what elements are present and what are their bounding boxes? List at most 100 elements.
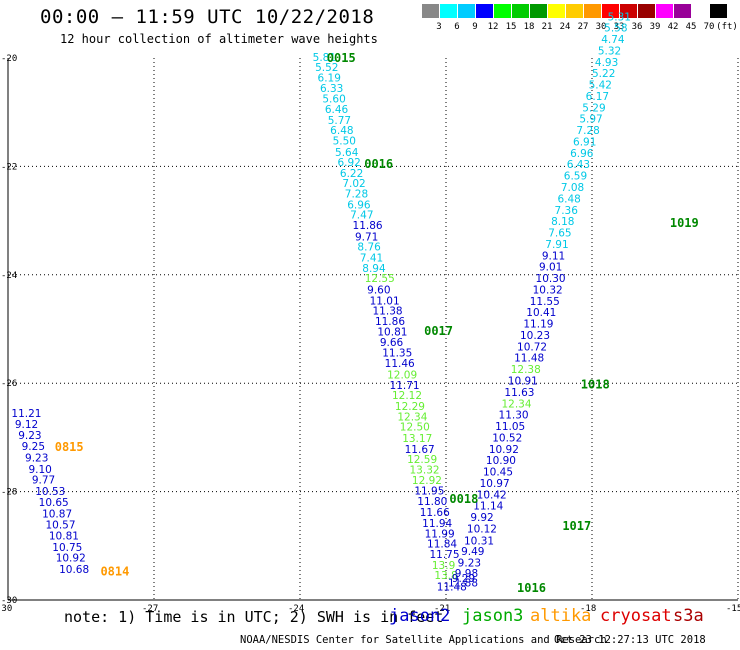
wave-height-label: 10.90	[486, 455, 516, 467]
page-subtitle: 12 hour collection of altimeter wave hei…	[60, 32, 378, 46]
wave-height-label: 10.92	[56, 553, 86, 565]
wave-height-label: 11.48	[437, 581, 467, 593]
wave-height-label: 11.14	[473, 501, 503, 513]
color-scale-label: 6	[454, 22, 460, 32]
wave-height-label: 12.50	[400, 422, 430, 434]
wave-height-label: 10.45	[483, 467, 513, 479]
wave-height-label: 10.91	[508, 375, 538, 387]
wave-height-label: 4.93	[595, 57, 618, 69]
legend-jason3: jason3	[462, 606, 524, 626]
wave-height-label: 10.65	[39, 497, 69, 509]
wave-height-label: 7.91	[545, 239, 568, 251]
data-marks: 5.815.526.196.335.606.465.776.485.505.64…	[11, 11, 698, 595]
wave-height-label: 10.30	[536, 273, 566, 285]
color-swatch	[494, 4, 511, 18]
wave-height-label: 9.23	[18, 430, 41, 442]
pass-time-label: 0018	[449, 492, 478, 506]
x-tick-label: -18	[580, 604, 596, 614]
wave-height-label: 8.94	[362, 263, 386, 275]
wave-height-label: 6.22	[340, 168, 363, 180]
y-tick-label: -28	[1, 488, 17, 498]
wave-height-label: 10.87	[42, 508, 72, 520]
wave-height-label: 11.84	[427, 539, 457, 551]
wave-height-label: 11.88	[448, 578, 478, 590]
wave-height-label: 6.43	[567, 159, 590, 171]
wave-height-label: 12.92	[412, 475, 442, 487]
color-scale-label: 70	[703, 22, 715, 32]
wave-height-label: 7.41	[360, 252, 383, 264]
wave-height-label: 12.12	[392, 390, 422, 402]
y-tick-label: -24	[1, 271, 17, 281]
wave-height-label: 11.35	[382, 347, 412, 359]
wave-height-label: 11.99	[425, 528, 455, 540]
x-tick-label: -24	[288, 604, 304, 614]
color-swatch	[566, 4, 583, 18]
wave-height-label: 4.74	[601, 34, 625, 46]
wave-height-label: 8.18	[551, 216, 574, 228]
wave-height-label: 10.42	[477, 489, 507, 501]
wave-height-label: 10.97	[480, 478, 510, 490]
wave-height-label: 10.41	[526, 307, 556, 319]
color-scale-label: 21	[541, 22, 553, 32]
credit-text: NOAA/NESDIS Center for Satellite Applica…	[240, 634, 607, 646]
color-swatch	[548, 4, 565, 18]
wave-height-label: 7.47	[350, 210, 373, 222]
wave-height-label: 10.75	[52, 542, 82, 554]
wave-height-label: 5.31	[608, 11, 631, 23]
wave-height-label: 6.33	[320, 83, 343, 95]
wave-height-label: 7.28	[345, 189, 368, 201]
wave-height-label: 13.32	[410, 464, 440, 476]
color-scale-label: 30	[595, 22, 607, 32]
wave-height-label: 11.75	[429, 549, 459, 561]
y-tick-label: -20	[1, 54, 17, 64]
wave-height-label: 6.48	[557, 193, 580, 205]
color-swatch	[602, 4, 619, 18]
color-swatch	[674, 4, 691, 18]
wave-height-label: 7.08	[561, 182, 584, 194]
wave-height-label: 11.48	[514, 353, 544, 365]
wave-height-label: 5.64	[335, 147, 359, 159]
wave-height-label: 10.68	[59, 564, 89, 576]
wave-height-label: 9.60	[367, 284, 390, 296]
color-scale-label: 45	[685, 22, 697, 32]
color-swatch	[530, 4, 547, 18]
pass-time-label: 0015	[327, 51, 356, 65]
color-scale-label: 36	[631, 22, 643, 32]
wave-height-label: 11.71	[390, 380, 420, 392]
wave-height-label: 5.97	[579, 114, 602, 126]
color-swatch	[638, 4, 655, 18]
color-scale-label: 15	[505, 22, 517, 32]
wave-height-label: 11.94	[422, 518, 452, 530]
y-tick-label: -22	[1, 162, 17, 172]
timestamp-text: Oct 23 12:27:13 UTC 2018	[554, 634, 706, 646]
plot-grid	[7, 58, 739, 601]
wave-height-label: 9.92	[470, 512, 493, 524]
wave-height-label: 12.55	[365, 273, 395, 285]
color-swatch	[458, 4, 475, 18]
color-scale-label: 27	[577, 22, 589, 32]
wave-height-label: 13.9	[432, 560, 455, 572]
wave-height-label: 8.76	[357, 242, 381, 254]
wave-height-label: 9.77	[32, 475, 55, 487]
wave-height-label: 6.96	[570, 148, 594, 160]
wave-height-label: 6.46	[325, 104, 349, 116]
wave-height-label: 5.22	[592, 68, 615, 80]
color-swatch	[620, 4, 637, 18]
wave-height-label: 7.02	[342, 178, 365, 190]
color-swatch	[710, 4, 727, 18]
wave-height-label: 7.36	[555, 205, 579, 217]
wave-height-label: 11.86	[375, 316, 405, 328]
wave-height-label: 5.60	[322, 94, 345, 106]
wave-height-label: 9.11	[542, 250, 565, 262]
wave-height-label: 5.32	[598, 45, 621, 57]
color-scale-label: 12	[487, 22, 499, 32]
wave-height-label: 11.86	[353, 220, 383, 232]
wave-height-label: 9.66	[380, 337, 404, 349]
wave-height-label: 11.95	[414, 486, 444, 498]
wave-height-label: 11.55	[530, 296, 560, 308]
wave-height-label: 6.48	[330, 125, 353, 137]
pass-time-label: 0017	[424, 324, 453, 338]
wave-height-label: 11.19	[523, 319, 553, 331]
pass-time-label: 0016	[364, 157, 393, 171]
wave-height-label: 11.66	[420, 507, 450, 519]
